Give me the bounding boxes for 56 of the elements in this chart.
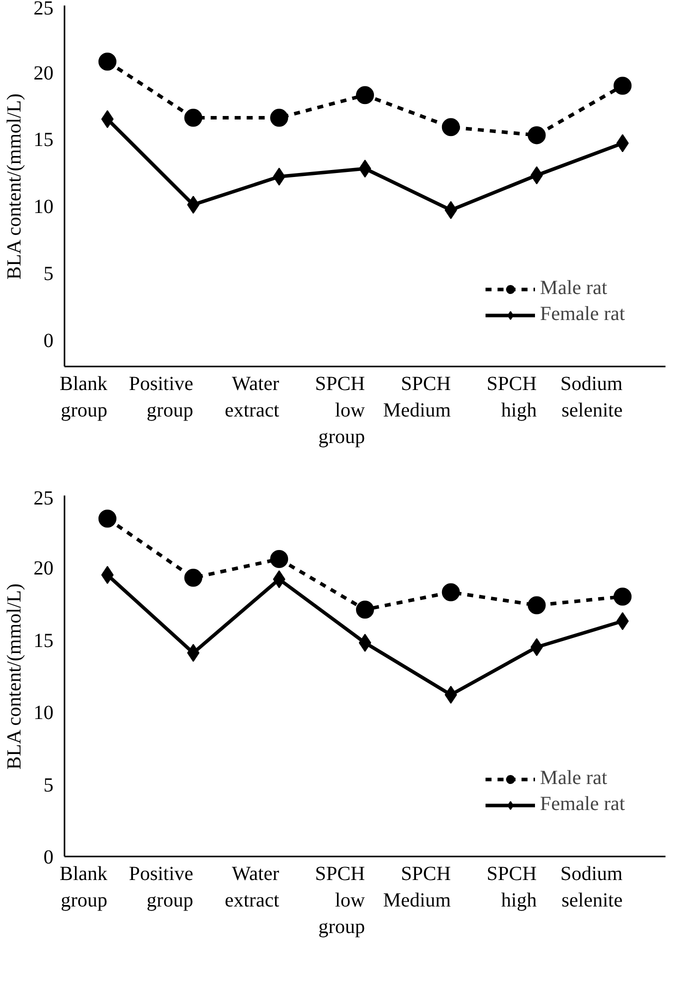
x-tick-label: Water extract <box>224 373 280 422</box>
x-tick-label: SPCH Medium <box>383 373 452 422</box>
point <box>272 168 286 186</box>
y-tick-label: 10 <box>34 196 54 218</box>
x-tick-label: Positive group <box>128 373 194 422</box>
point <box>184 568 202 587</box>
point <box>270 108 288 127</box>
point <box>358 160 372 178</box>
x-tick-label: Sodium selenite <box>560 863 624 912</box>
point <box>444 686 458 704</box>
point <box>98 52 116 71</box>
y-tick-label: 5 <box>44 262 54 285</box>
point <box>184 108 202 127</box>
y-tick-label: 15 <box>34 630 54 652</box>
legend-label: Female rat <box>540 303 625 326</box>
point <box>272 570 286 588</box>
x-tick-label: Positive group <box>128 863 194 912</box>
x-tick-label: SPCH high <box>486 373 537 422</box>
point <box>358 634 372 652</box>
y-tick-label: 20 <box>34 558 54 580</box>
y-tick-label: 0 <box>44 330 54 352</box>
y-axis-title: BLA content/(mmol/L) <box>4 94 26 280</box>
x-tick-label: Sodium selenite <box>560 373 624 422</box>
y-tick-label: 25 <box>34 0 54 20</box>
point <box>616 134 629 152</box>
point <box>614 588 632 606</box>
x-tick-label: SPCH Medium <box>383 863 452 912</box>
legend-label: Female rat <box>540 793 625 816</box>
y-axis-title: BLA content/(mmol/L) <box>4 584 26 770</box>
y-tick-label: 10 <box>34 702 54 724</box>
point <box>101 110 114 128</box>
x-tick-label: Water extract <box>224 863 280 912</box>
y-tick-label: 15 <box>34 129 54 152</box>
x-tick-label: SPCH low group <box>314 863 366 938</box>
x-tick-label: Blank group <box>60 863 108 912</box>
point <box>616 612 629 630</box>
point <box>442 583 460 602</box>
point <box>528 596 546 614</box>
x-tick-label: SPCH low group <box>314 373 366 448</box>
point <box>270 550 288 568</box>
y-tick-label: 25 <box>34 488 54 510</box>
legend-label: Male rat <box>540 277 608 300</box>
y-tick-label: 20 <box>34 62 54 84</box>
x-tick-label: Blank group <box>60 373 108 422</box>
point <box>442 118 460 136</box>
point <box>614 76 632 95</box>
point <box>356 86 374 104</box>
y-tick-label: 5 <box>44 774 54 796</box>
point <box>101 566 114 584</box>
point <box>444 201 458 220</box>
x-tick-label: SPCH high <box>486 863 537 912</box>
point <box>528 126 546 144</box>
point <box>98 510 116 528</box>
point <box>356 600 374 619</box>
legend-label: Male rat <box>540 767 608 790</box>
y-tick-label: 0 <box>44 846 54 868</box>
